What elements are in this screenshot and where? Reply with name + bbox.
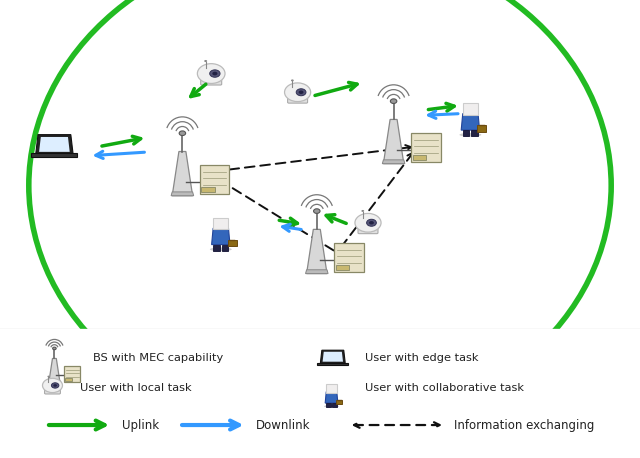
Polygon shape xyxy=(172,152,193,196)
Text: Uplink: Uplink xyxy=(122,419,159,431)
Ellipse shape xyxy=(460,133,481,137)
Polygon shape xyxy=(325,392,338,403)
Polygon shape xyxy=(307,229,327,273)
FancyBboxPatch shape xyxy=(477,125,486,131)
Polygon shape xyxy=(321,350,345,363)
FancyBboxPatch shape xyxy=(64,366,80,382)
Polygon shape xyxy=(213,245,220,251)
FancyBboxPatch shape xyxy=(411,133,440,162)
FancyBboxPatch shape xyxy=(334,243,364,272)
Circle shape xyxy=(296,89,306,96)
FancyBboxPatch shape xyxy=(202,187,214,192)
Circle shape xyxy=(53,384,57,387)
Circle shape xyxy=(390,99,397,104)
Polygon shape xyxy=(171,192,194,196)
Circle shape xyxy=(47,376,49,377)
Polygon shape xyxy=(49,359,60,383)
Circle shape xyxy=(212,72,218,76)
FancyBboxPatch shape xyxy=(317,363,348,365)
Circle shape xyxy=(285,83,310,102)
Text: User with local task: User with local task xyxy=(80,383,191,393)
FancyBboxPatch shape xyxy=(358,224,378,234)
Circle shape xyxy=(179,131,186,136)
Polygon shape xyxy=(323,352,343,362)
FancyBboxPatch shape xyxy=(0,329,640,458)
Text: Information exchanging: Information exchanging xyxy=(454,419,595,431)
Polygon shape xyxy=(39,137,70,152)
Text: User with edge task: User with edge task xyxy=(365,353,478,363)
Circle shape xyxy=(52,347,56,350)
Polygon shape xyxy=(461,114,479,130)
Circle shape xyxy=(355,213,381,232)
FancyBboxPatch shape xyxy=(463,104,478,114)
Circle shape xyxy=(42,378,63,393)
Text: BS with MEC capability: BS with MEC capability xyxy=(93,353,223,363)
Ellipse shape xyxy=(210,247,232,251)
Text: User with collaborative task: User with collaborative task xyxy=(365,383,524,393)
Polygon shape xyxy=(383,120,404,164)
FancyBboxPatch shape xyxy=(200,165,230,194)
FancyBboxPatch shape xyxy=(201,75,221,85)
Polygon shape xyxy=(326,403,331,407)
FancyBboxPatch shape xyxy=(337,400,342,404)
Polygon shape xyxy=(305,270,328,273)
Circle shape xyxy=(197,64,225,83)
Polygon shape xyxy=(472,130,478,136)
Polygon shape xyxy=(36,135,73,153)
Circle shape xyxy=(369,221,374,224)
FancyBboxPatch shape xyxy=(413,155,426,160)
Text: Downlink: Downlink xyxy=(256,419,310,431)
FancyBboxPatch shape xyxy=(31,153,77,157)
Polygon shape xyxy=(212,228,230,245)
Polygon shape xyxy=(382,160,405,164)
Circle shape xyxy=(204,60,207,62)
Polygon shape xyxy=(463,130,469,136)
Circle shape xyxy=(314,209,320,213)
Polygon shape xyxy=(48,381,61,383)
Polygon shape xyxy=(332,403,337,407)
Circle shape xyxy=(51,383,59,388)
FancyBboxPatch shape xyxy=(336,265,349,270)
FancyBboxPatch shape xyxy=(45,387,60,394)
FancyBboxPatch shape xyxy=(228,240,237,246)
Ellipse shape xyxy=(324,405,339,408)
Circle shape xyxy=(291,79,294,82)
Circle shape xyxy=(210,70,220,77)
Circle shape xyxy=(299,91,303,94)
Polygon shape xyxy=(222,245,228,251)
FancyBboxPatch shape xyxy=(287,94,308,103)
Circle shape xyxy=(362,210,364,212)
FancyBboxPatch shape xyxy=(326,384,337,393)
FancyBboxPatch shape xyxy=(65,378,72,381)
Circle shape xyxy=(367,219,376,226)
FancyBboxPatch shape xyxy=(213,218,228,229)
